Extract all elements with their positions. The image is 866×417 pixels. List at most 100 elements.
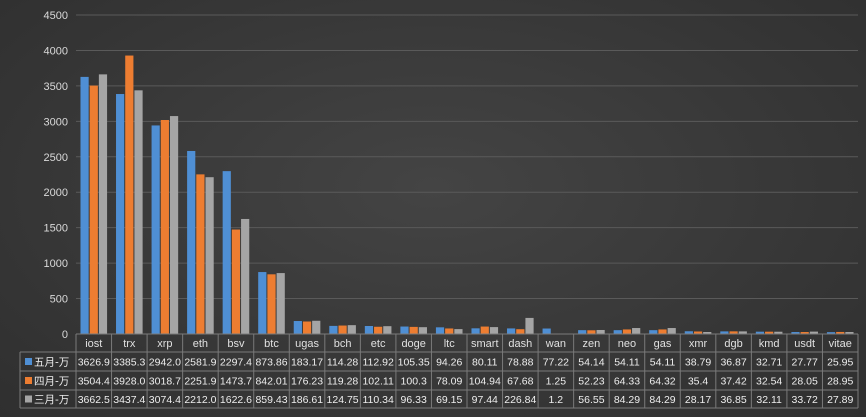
data-label: 54.11 bbox=[614, 357, 640, 369]
bar-iost-series-1 bbox=[89, 85, 98, 334]
bar-iost-series-2 bbox=[98, 74, 108, 334]
bar-zen-series-1 bbox=[587, 330, 596, 334]
category-label: xrp bbox=[157, 338, 172, 350]
data-label: 64.33 bbox=[614, 376, 640, 388]
data-label: 3662.5 bbox=[78, 394, 110, 406]
bar-dash-series-1 bbox=[516, 329, 525, 334]
y-tick-label: 4500 bbox=[44, 10, 68, 22]
data-label: 25.95 bbox=[827, 357, 853, 369]
data-label: 96.33 bbox=[401, 394, 427, 406]
bar-ugas-series-1 bbox=[302, 321, 312, 334]
data-label: 105.35 bbox=[398, 357, 430, 369]
data-label: 32.54 bbox=[756, 376, 782, 388]
data-label: 2212.0 bbox=[184, 394, 216, 406]
category-label: xmr bbox=[689, 338, 708, 350]
bar-bsv-series-1 bbox=[231, 229, 241, 334]
data-label: 226.84 bbox=[504, 394, 536, 406]
data-label: 28.95 bbox=[827, 376, 853, 388]
data-label: 873.86 bbox=[255, 357, 287, 369]
bar-ltc-series-1 bbox=[445, 328, 454, 334]
data-label: 67.68 bbox=[507, 376, 533, 388]
category-label: gas bbox=[654, 338, 672, 350]
legend-key-series-1 bbox=[25, 377, 32, 384]
bar-dash-series-0 bbox=[507, 328, 516, 334]
data-label: 2942.0 bbox=[149, 357, 181, 369]
data-label: 28.17 bbox=[685, 394, 711, 406]
data-label: 176.23 bbox=[291, 376, 323, 388]
bar-usdt-series-0 bbox=[791, 332, 800, 334]
bar-vitae-series-0 bbox=[826, 332, 836, 334]
category-label: bch bbox=[334, 338, 352, 350]
data-label: 28.05 bbox=[792, 376, 818, 388]
bar-usdt-series-1 bbox=[800, 332, 809, 334]
data-label: 77.22 bbox=[543, 357, 569, 369]
y-tick-label: 1000 bbox=[44, 258, 68, 270]
data-label: 38.79 bbox=[685, 357, 711, 369]
data-label: 56.55 bbox=[578, 394, 604, 406]
category-label: etc bbox=[371, 338, 386, 350]
legend-key-series-2 bbox=[25, 395, 32, 403]
bar-etc-series-0 bbox=[364, 325, 374, 334]
data-label: 183.17 bbox=[291, 357, 323, 369]
bar-xmr-series-1 bbox=[693, 331, 703, 334]
bar-doge-series-1 bbox=[409, 326, 418, 334]
data-label: 80.11 bbox=[472, 357, 498, 369]
bar-vitae-series-1 bbox=[836, 331, 845, 334]
data-label: 27.89 bbox=[827, 394, 853, 406]
bar-smart-series-0 bbox=[471, 328, 480, 334]
bar-btc-series-2 bbox=[276, 273, 285, 334]
data-label: 97.44 bbox=[472, 394, 498, 406]
bar-kmd-series-0 bbox=[755, 331, 765, 334]
data-label: 32.71 bbox=[756, 357, 782, 369]
data-label: 54.14 bbox=[578, 357, 604, 369]
data-label: 1.25 bbox=[546, 376, 567, 388]
bar-xrp-series-1 bbox=[160, 120, 169, 334]
data-label: 3504.4 bbox=[78, 376, 110, 388]
category-label: btc bbox=[264, 338, 279, 350]
bar-usdt-series-2 bbox=[809, 331, 818, 334]
data-label: 104.94 bbox=[469, 376, 501, 388]
y-tick-label: 3000 bbox=[44, 116, 68, 128]
category-label: eth bbox=[193, 338, 208, 350]
data-label: 1.2 bbox=[549, 394, 564, 406]
data-table: iost trx xrp eth bsv btc ugas bch etc doge ltc smar… bbox=[19, 333, 859, 409]
data-label: 33.72 bbox=[792, 394, 818, 406]
bar-eth-series-2 bbox=[205, 177, 214, 334]
bar-ltc-series-2 bbox=[454, 329, 463, 334]
category-label: dash bbox=[508, 338, 532, 350]
data-label: 36.85 bbox=[720, 394, 746, 406]
bar-bch-series-0 bbox=[329, 325, 338, 334]
bar-trx-series-0 bbox=[116, 94, 125, 335]
legend-label: 三月-万 bbox=[34, 394, 69, 406]
data-label: 35.4 bbox=[688, 376, 709, 388]
bar-ugas-series-2 bbox=[312, 320, 321, 334]
data-label: 3074.4 bbox=[149, 394, 181, 406]
data-label: 842.01 bbox=[255, 376, 287, 388]
bar-bch-series-2 bbox=[347, 325, 356, 334]
y-axis-tick-labels: 0 500 1000 1500 2000 2500 3000 3500 4000 4500 bbox=[44, 10, 68, 341]
data-label: 69.15 bbox=[436, 394, 462, 406]
data-label: 1473.7 bbox=[220, 376, 252, 388]
category-label: ltc bbox=[444, 338, 456, 350]
data-label: 3626.9 bbox=[78, 357, 110, 369]
category-label: doge bbox=[401, 338, 425, 350]
y-tick-label: 3500 bbox=[44, 81, 68, 93]
data-label: 112.92 bbox=[362, 357, 393, 369]
bar-wan-series-0 bbox=[542, 328, 551, 334]
bar-kmd-series-1 bbox=[765, 331, 774, 334]
legend-label: 四月-万 bbox=[34, 376, 69, 388]
data-label: 2251.9 bbox=[184, 376, 216, 388]
bar-zen-series-2 bbox=[596, 329, 605, 334]
bar-xrp-series-2 bbox=[169, 116, 179, 334]
bar-zen-series-0 bbox=[578, 330, 587, 334]
bar-neo-series-2 bbox=[632, 328, 641, 334]
bar-gas-series-0 bbox=[649, 330, 658, 334]
data-label: 1622.6 bbox=[220, 394, 252, 406]
bar-gas-series-1 bbox=[658, 329, 667, 334]
data-label: 36.87 bbox=[720, 357, 746, 369]
data-label: 102.11 bbox=[362, 376, 393, 388]
bar-vitae-series-2 bbox=[845, 332, 854, 334]
data-label: 2581.9 bbox=[184, 357, 216, 369]
y-tick-label: 2500 bbox=[44, 152, 68, 164]
